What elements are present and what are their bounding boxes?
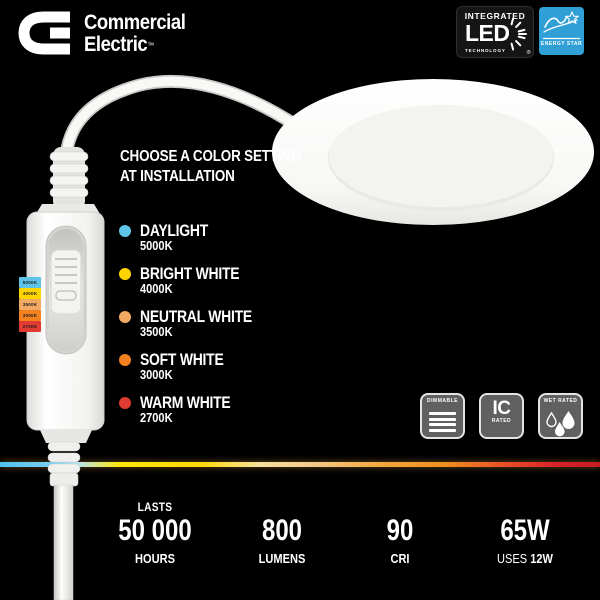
energy-star-label: ENERGY STAR xyxy=(540,41,583,47)
stat-bottom-label: CRI xyxy=(390,551,410,566)
registered-symbol: ® xyxy=(527,49,531,55)
stat-bottom-label: HOURS xyxy=(135,551,175,566)
daylight-color-dot xyxy=(119,225,131,237)
neutral-white-color-dot xyxy=(119,311,131,323)
stat-bottom-label: USES 12W xyxy=(474,551,576,566)
heading-line1: CHOOSE A COLOR SETTING xyxy=(120,148,302,165)
energy-star-badge: ENERGY STAR xyxy=(539,7,584,55)
ic-rated-badge: IC RATED xyxy=(479,393,524,439)
stat-lumens: 800 LUMENS xyxy=(222,500,342,567)
brand-line1: Commercial xyxy=(84,11,186,34)
brand-name: Commercial Electric™ xyxy=(84,11,186,56)
light-rays-icon xyxy=(510,17,527,51)
stat-value: 90 xyxy=(386,514,414,547)
color-option-kelvin: 4000K xyxy=(140,281,173,296)
wet-rated-label: WET RATED xyxy=(543,398,578,404)
technology-label: TECHNOLOGY xyxy=(465,48,506,53)
heading-line2: AT INSTALLATION xyxy=(120,167,235,185)
power-cord-top xyxy=(59,74,307,163)
brand-line2: Electric xyxy=(84,33,148,56)
stat-top-label xyxy=(231,500,333,515)
wet-rated-badge: WET RATED xyxy=(538,393,583,439)
integrated-led-badge: INTEGRATED LED TECHNOLOGY ® xyxy=(456,6,534,58)
dimmable-badge: DIMMABLE xyxy=(420,393,465,439)
color-option-name: WARM WHITE xyxy=(140,393,231,412)
color-option-kelvin: 2700K xyxy=(140,410,173,425)
integrated-label: INTEGRATED xyxy=(464,11,526,21)
switch-sticker-3000k: 3000K xyxy=(19,310,41,321)
dimmable-label: DIMMABLE xyxy=(427,398,458,404)
color-option-kelvin: 3500K xyxy=(140,324,173,339)
switch-sticker-4000k: 4000K xyxy=(19,288,41,299)
stat-lifetime: LASTS 50 000 HOURS xyxy=(95,500,215,566)
color-option-kelvin: 5000K xyxy=(140,238,173,253)
actual-watts: 12W xyxy=(530,551,553,566)
ic-label: IC xyxy=(492,398,512,419)
stat-cri: 90 CRI xyxy=(340,500,460,567)
inline-color-switch xyxy=(26,211,105,431)
color-option-name: NEUTRAL WHITE xyxy=(140,307,252,326)
switch-sticker-5000k: 5000K xyxy=(19,277,41,288)
stat-value: 50 000 xyxy=(118,514,192,547)
dimmer-lines-icon xyxy=(422,412,463,432)
color-option-name: BRIGHT WHITE xyxy=(140,264,240,283)
stat-top-label xyxy=(349,500,451,515)
color-temperature-gradient-line xyxy=(0,462,600,467)
led-disk-fixture xyxy=(272,79,594,225)
power-cord-bottom xyxy=(40,430,92,600)
energy-star-icon xyxy=(543,11,580,40)
stat-top-label: LASTS xyxy=(137,500,173,514)
switch-strain-relief-top xyxy=(36,147,100,214)
switch-sticker-3500k: 3500K xyxy=(19,299,41,310)
ic-rated-label: RATED xyxy=(491,418,512,424)
trademark-symbol: ™ xyxy=(147,41,154,50)
stat-value: 65W xyxy=(500,514,550,547)
stat-wattage: 65W USES 12W xyxy=(465,500,585,567)
bright-white-color-dot xyxy=(119,268,131,280)
stat-value: 800 xyxy=(261,514,303,547)
uses-label: USES xyxy=(497,551,531,566)
color-option-name: SOFT WHITE xyxy=(140,350,224,369)
water-drops-icon xyxy=(546,411,575,437)
stat-top-label xyxy=(474,500,576,515)
warm-white-color-dot xyxy=(119,397,131,409)
led-label: LED xyxy=(465,20,510,46)
stat-bottom-label: LUMENS xyxy=(258,551,306,566)
switch-sticker-2700k: 2700K xyxy=(19,321,41,332)
soft-white-color-dot xyxy=(119,354,131,366)
color-option-name: DAYLIGHT xyxy=(140,221,209,240)
heading: CHOOSE A COLOR SETTING AT INSTALLATION xyxy=(120,147,301,186)
color-option-kelvin: 3000K xyxy=(140,367,173,382)
commercial-electric-logo-icon xyxy=(18,11,70,55)
